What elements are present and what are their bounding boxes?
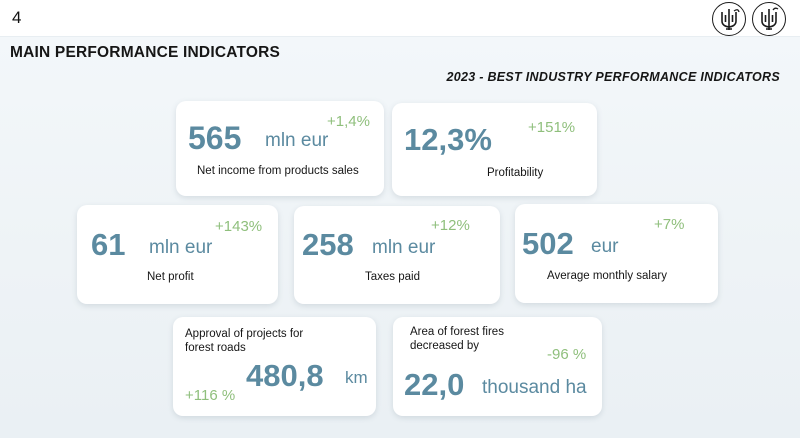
card-change: +1,4% (327, 113, 370, 130)
card-label-line2: decreased by (410, 340, 480, 353)
card-net-profit: 61 mln eur +143% Net profit (77, 205, 278, 304)
card-change: +143% (215, 218, 263, 235)
card-average-salary: 502 eur +7% Average monthly salary (515, 204, 718, 303)
card-label: Taxes paid (365, 271, 420, 283)
page-subtitle: 2023 - BEST INDUSTRY PERFORMANCE INDICAT… (446, 70, 780, 84)
card-unit: km (345, 368, 368, 387)
card-change: +151% (528, 119, 576, 136)
card-label-line1: Approval of projects for (185, 328, 304, 340)
card-label-line1: Area of forest fires (410, 326, 504, 338)
emblems (712, 2, 786, 36)
card-label: Average monthly salary (547, 270, 667, 282)
card-value: 502 (522, 226, 574, 261)
card-change: +7% (654, 216, 685, 233)
card-unit: mln eur (265, 130, 329, 151)
card-value: 258 (302, 227, 354, 262)
card-change: -96 % (547, 346, 587, 363)
page-title: MAIN PERFORMANCE INDICATORS (10, 44, 281, 61)
card-net-income: 565 mln eur +1,4% Net income from produc… (176, 101, 384, 196)
card-value: 12,3% (404, 122, 492, 157)
header-divider (0, 36, 800, 37)
trident-emblem-icon (752, 2, 786, 36)
card-label: Approval of projects for forest roads (185, 327, 385, 356)
card-forest-fires: Area of forest fires decreased by -96 % … (393, 317, 602, 416)
card-value: 480,8 (246, 358, 324, 393)
card-value: 61 (91, 227, 126, 262)
card-value: 565 (188, 120, 242, 156)
card-unit: mln eur (372, 237, 436, 258)
card-unit: mln eur (149, 237, 213, 258)
trident-emblem-icon (712, 2, 746, 36)
page-number: 4 (12, 8, 22, 27)
card-forest-roads: Approval of projects for forest roads 48… (173, 317, 376, 416)
card-value: 22,0 (404, 367, 465, 402)
card-change: +12% (431, 217, 470, 234)
card-label-line2: forest roads (185, 342, 246, 355)
card-profitability: 12,3% +151% Profitability (392, 103, 597, 196)
card-label: Area of forest fires decreased by (410, 325, 610, 354)
card-change: +116 % (185, 387, 236, 404)
card-label: Profitability (487, 167, 544, 179)
card-taxes-paid: 258 mln eur +12% Taxes paid (294, 206, 500, 304)
card-unit: thousand ha (482, 377, 587, 398)
card-unit: eur (591, 236, 619, 257)
card-label: Net profit (147, 271, 194, 283)
card-label: Net income from products sales (197, 165, 359, 177)
